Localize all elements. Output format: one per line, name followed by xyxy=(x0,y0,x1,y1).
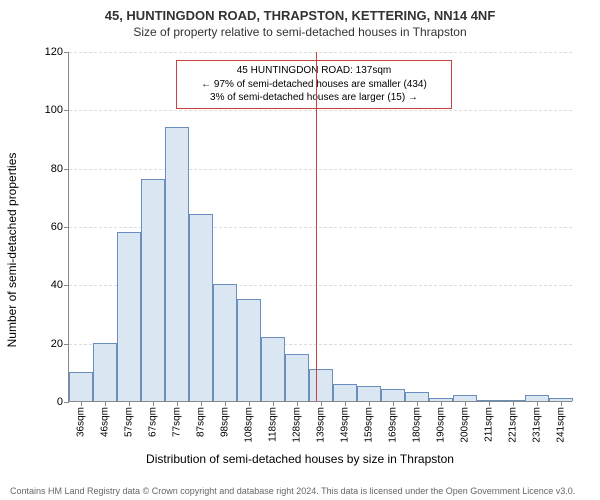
x-tick-label: 149sqm xyxy=(340,401,351,443)
histogram-bar xyxy=(69,372,93,401)
x-tick-label: 190sqm xyxy=(436,401,447,443)
chart-area: 02040608010012036sqm46sqm57sqm67sqm77sqm… xyxy=(68,52,572,402)
x-tick-label: 77sqm xyxy=(172,401,183,437)
x-tick-label: 200sqm xyxy=(460,401,471,443)
x-tick-label: 108sqm xyxy=(244,401,255,443)
histogram-bar xyxy=(117,232,141,401)
x-tick-label: 67sqm xyxy=(148,401,159,437)
histogram-bar xyxy=(93,343,117,401)
histogram-bar xyxy=(285,354,309,401)
histogram-bar xyxy=(309,369,333,401)
marker-line xyxy=(316,52,317,401)
x-tick-label: 169sqm xyxy=(388,401,399,443)
x-tick-label: 36sqm xyxy=(76,401,87,437)
histogram-bar xyxy=(237,299,261,401)
x-tick-label: 231sqm xyxy=(532,401,543,443)
histogram-bar xyxy=(189,214,213,401)
x-tick-label: 139sqm xyxy=(316,401,327,443)
histogram-bar xyxy=(357,386,381,401)
grid-line xyxy=(69,110,572,111)
x-axis-label: Distribution of semi-detached houses by … xyxy=(146,452,454,466)
chart-title-sub: Size of property relative to semi-detach… xyxy=(0,23,600,39)
histogram-bar xyxy=(213,284,237,401)
chart-title-main: 45, HUNTINGDON ROAD, THRAPSTON, KETTERIN… xyxy=(0,0,600,23)
x-tick-label: 180sqm xyxy=(412,401,423,443)
histogram-bar xyxy=(141,179,165,401)
x-tick-label: 57sqm xyxy=(124,401,135,437)
grid-line xyxy=(69,52,572,53)
x-tick-label: 159sqm xyxy=(364,401,375,443)
x-tick-label: 118sqm xyxy=(268,401,279,442)
y-axis-label: Number of semi-detached properties xyxy=(5,55,19,250)
histogram-bar xyxy=(333,384,357,402)
x-tick-label: 46sqm xyxy=(100,401,111,437)
grid-line xyxy=(69,169,572,170)
x-tick-label: 87sqm xyxy=(196,401,207,437)
x-tick-label: 221sqm xyxy=(508,401,519,443)
footer-attribution: Contains HM Land Registry data © Crown c… xyxy=(10,486,575,496)
plot-region: 02040608010012036sqm46sqm57sqm67sqm77sqm… xyxy=(68,52,572,402)
histogram-bar xyxy=(261,337,285,401)
histogram-bar xyxy=(405,392,429,401)
x-tick-label: 241sqm xyxy=(556,401,567,443)
histogram-bar xyxy=(165,127,189,401)
x-tick-label: 98sqm xyxy=(220,401,231,437)
x-tick-label: 128sqm xyxy=(292,401,303,443)
histogram-bar xyxy=(381,389,405,401)
x-tick-label: 211sqm xyxy=(484,401,495,442)
